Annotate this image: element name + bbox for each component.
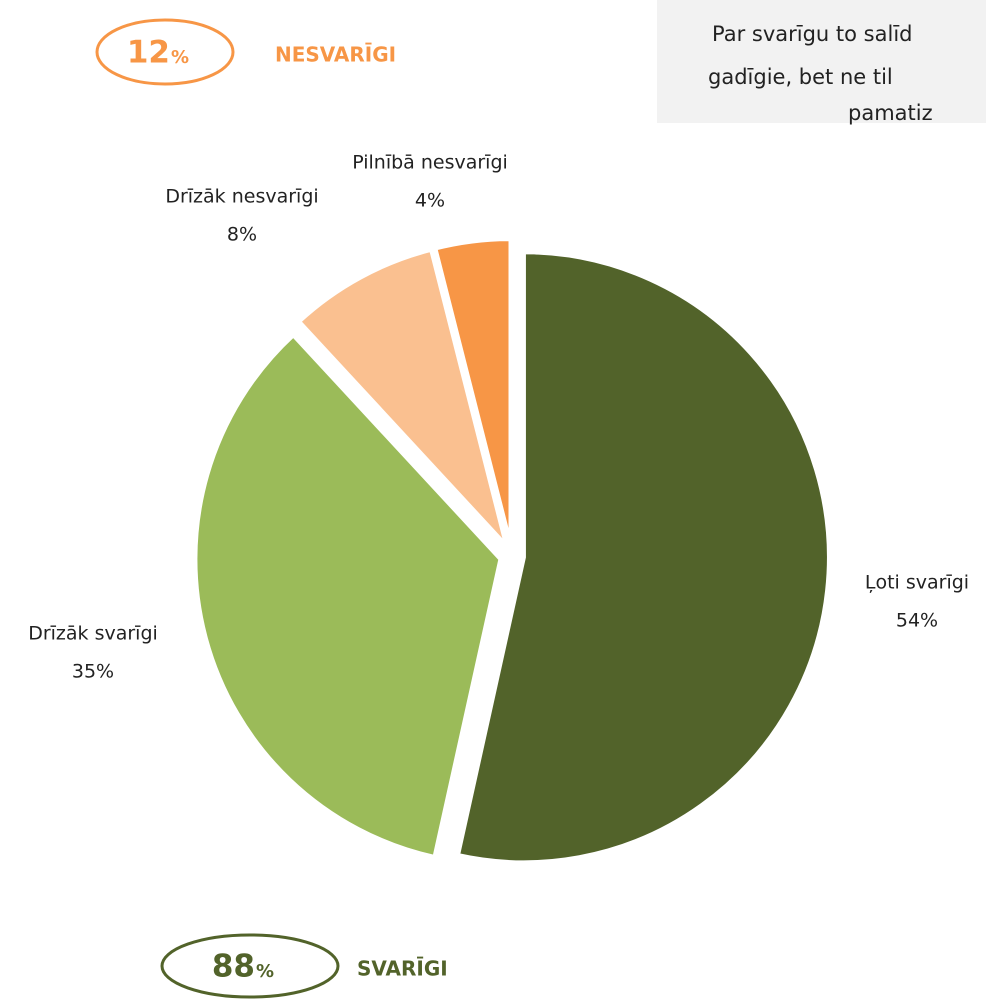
pie: Ļoti svarīgi 54% Drīzāk svarīgi 35% Drīzāk n… — [28, 152, 969, 865]
callout-label: SVARĪGI — [357, 957, 448, 981]
note-line: gadīgie, bet ne til — [708, 65, 893, 89]
callout-unit: % — [171, 47, 189, 68]
callout-ellipse — [95, 18, 235, 86]
slice-value-label: 8% — [227, 224, 257, 246]
callout-ellipse — [160, 933, 340, 999]
pie-slice — [193, 332, 503, 860]
pie-slice — [432, 237, 513, 545]
callout-value: 88 — [212, 949, 255, 985]
slice-value-label: 4% — [415, 190, 445, 212]
slice-label: Drīzāk nesvarīgi — [165, 186, 318, 208]
note-box — [657, 0, 986, 123]
slice-label: Ļoti svarīgi — [865, 572, 969, 594]
pie-slice — [296, 247, 509, 547]
callout-label: NESVARĪGI — [275, 43, 396, 67]
slice-label: Pilnībā nesvarīgi — [352, 152, 508, 174]
note-line: pamatiz — [848, 101, 933, 125]
slice-value-label: 54% — [896, 610, 938, 632]
slice-value-label: 35% — [72, 661, 114, 683]
note-line: Par svarīgu to salīd — [712, 22, 912, 46]
pie-slice — [455, 250, 831, 865]
callouts: 12% NESVARĪGI 88% SVARĪGI — [95, 18, 448, 999]
callout-value: 12 — [127, 35, 170, 71]
slice-label: Drīzāk svarīgi — [28, 623, 158, 645]
callout-unit: % — [256, 961, 274, 982]
